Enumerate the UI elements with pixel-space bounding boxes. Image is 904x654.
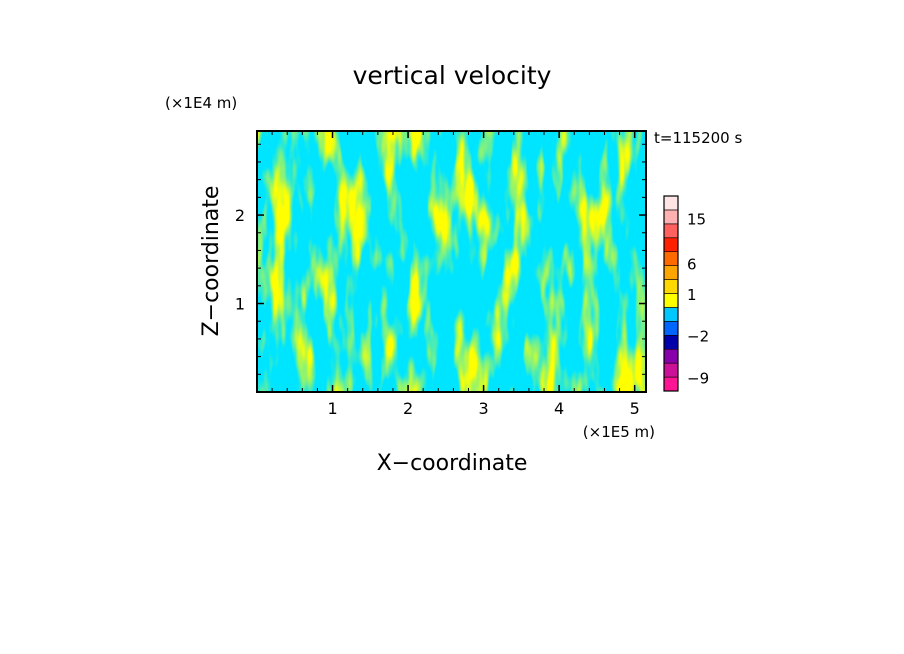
colorbar-tick-label: −2	[687, 328, 709, 346]
field-positive	[257, 131, 646, 392]
colorbar-segment	[663, 223, 679, 239]
y-tick-label: 1	[235, 295, 245, 314]
colorbar-segment	[663, 251, 679, 266]
y-unit-label: (×1E4 m)	[165, 94, 237, 112]
colorbar-segment	[663, 237, 679, 253]
colorbar-segment	[663, 293, 679, 308]
x-axis-label: X−coordinate	[377, 451, 528, 476]
x-unit-label: (×1E5 m)	[583, 423, 655, 441]
y-tick-label: 2	[235, 206, 245, 225]
time-label: t=115200 s	[654, 129, 742, 147]
colorbar-tick-label: −9	[687, 369, 709, 387]
colorbar-segment	[663, 321, 679, 336]
x-tick-label: 2	[403, 399, 413, 418]
colorbar-segment	[663, 348, 679, 364]
colorbar: −9 −2 1 6 15	[663, 195, 709, 392]
y-axis-label: Z−coordinate	[199, 186, 224, 337]
colorbar-tick-label: 6	[687, 255, 697, 273]
colorbar-segment	[663, 195, 679, 211]
colorbar-tick-label: 15	[687, 211, 706, 229]
colorbar-segment	[663, 362, 679, 378]
colorbar-tick-label: 1	[687, 286, 697, 304]
x-tick-label: 5	[630, 399, 640, 418]
colorbar-segment	[663, 376, 679, 392]
colorbar-segment	[663, 307, 679, 322]
colorbar-segment	[663, 265, 679, 280]
x-tick-label: 4	[554, 399, 564, 418]
x-tick-label: 1	[327, 399, 337, 418]
colorbar-segment	[663, 279, 679, 294]
colorbar-frame	[663, 195, 679, 392]
y-axis: 12	[235, 143, 646, 375]
x-axis: 1 2 3 4 5	[271, 131, 640, 418]
colorbar-segment	[663, 209, 679, 225]
chart-title: vertical velocity	[353, 61, 552, 90]
x-tick-label: 3	[479, 399, 489, 418]
plot-frame	[256, 130, 647, 393]
colorbar-segment	[663, 334, 679, 350]
velocity-field	[257, 131, 646, 392]
